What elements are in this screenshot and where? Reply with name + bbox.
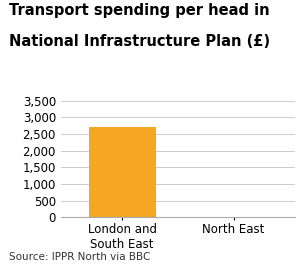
Text: National Infrastructure Plan (£): National Infrastructure Plan (£) [9,34,270,50]
Bar [89,127,156,217]
Text: Source: IPPR North via BBC: Source: IPPR North via BBC [9,252,150,262]
Text: Transport spending per head in: Transport spending per head in [9,3,270,18]
